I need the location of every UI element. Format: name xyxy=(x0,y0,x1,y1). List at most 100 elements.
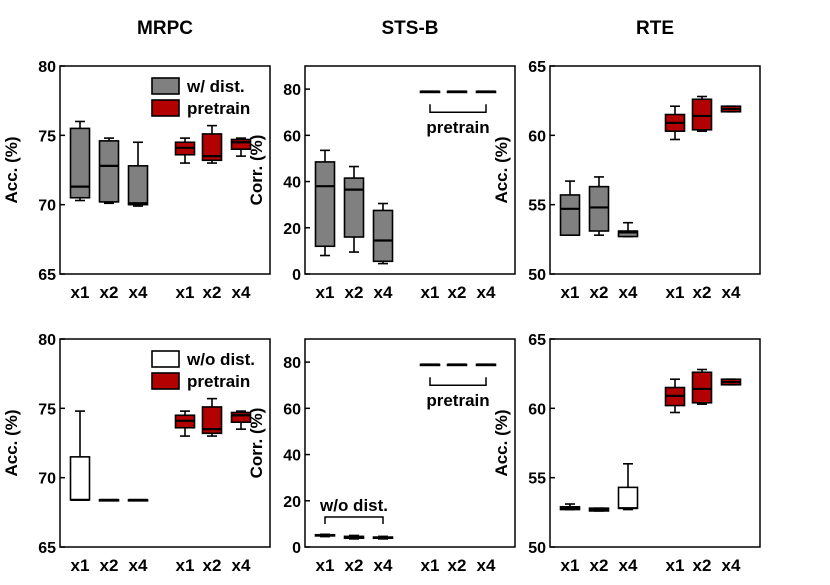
box-body xyxy=(559,194,581,236)
y-tick-label: 40 xyxy=(283,448,301,465)
plot-frame xyxy=(549,338,761,548)
legend-label: w/o dist. xyxy=(186,350,255,369)
legend-swatch-red xyxy=(151,99,180,117)
y-tick-label: 0 xyxy=(292,540,301,557)
y-tick-label: 60 xyxy=(283,401,301,418)
y-axis-label: Corr. (%) xyxy=(247,408,266,479)
x-tick-label: x1 xyxy=(71,283,90,302)
box-body xyxy=(127,165,149,206)
x-tick-label: x1 xyxy=(421,283,440,302)
y-tick-label: 55 xyxy=(528,198,546,215)
x-tick-label: x2 xyxy=(203,556,222,575)
y-tick-label: 75 xyxy=(38,128,56,145)
panel-title: RTE xyxy=(636,18,674,39)
legend-label: w/ dist. xyxy=(186,77,245,96)
x-tick-label: x1 xyxy=(421,556,440,575)
x-tick-label: x2 xyxy=(448,283,467,302)
legend-label: pretrain xyxy=(187,99,250,118)
y-tick-label: 80 xyxy=(283,82,301,99)
y-axis-label: Acc. (%) xyxy=(2,136,21,203)
plot-frame xyxy=(59,338,271,548)
x-tick-label: x2 xyxy=(693,556,712,575)
panel-1: MRPC Acc. (%) 65 70 75 80 x1 x2 x4 x1 x2 x4 w/ dist.… xyxy=(2,18,271,302)
box-body xyxy=(69,456,91,501)
y-axis-label: Acc. (%) xyxy=(492,136,511,203)
box-wodist-x2 xyxy=(588,507,610,512)
x-tick-label: x2 xyxy=(345,283,364,302)
box-wodist-x4 xyxy=(127,498,149,502)
x-tick-label: x1 xyxy=(561,283,580,302)
box-body xyxy=(691,98,713,131)
y-tick-label: 80 xyxy=(283,355,301,372)
box-pretrain-x1 xyxy=(419,363,441,367)
bracket-line xyxy=(429,377,487,386)
panel-title: STS-B xyxy=(382,18,439,39)
bracket: pretrain xyxy=(426,377,490,410)
x-tick-label: x1 xyxy=(561,556,580,575)
box-body xyxy=(691,371,713,404)
box-body xyxy=(314,161,336,248)
box-wodist-x1 xyxy=(69,410,91,501)
box-body xyxy=(98,140,120,203)
x-tick-label: x2 xyxy=(590,283,609,302)
y-tick-label: 65 xyxy=(38,267,56,284)
box-pretrain-x2 xyxy=(446,363,468,367)
bracket-label: w/o dist. xyxy=(319,496,388,515)
x-tick-label: x4 xyxy=(129,556,148,575)
box-body xyxy=(372,209,394,263)
box-pretrain-x2 xyxy=(201,397,223,437)
box-wdist-x4 xyxy=(127,141,149,207)
box-wdist-x4 xyxy=(617,221,639,238)
box-body xyxy=(343,177,365,238)
box-body xyxy=(230,411,252,424)
y-tick-label: 65 xyxy=(528,59,546,76)
box-wdist-x2 xyxy=(343,165,365,253)
box-wodist-x1 xyxy=(314,533,336,538)
box-pretrain-x1 xyxy=(664,378,686,414)
box-wdist-x1 xyxy=(69,120,91,202)
y-tick-label: 50 xyxy=(528,267,546,284)
bracket: pretrain xyxy=(426,104,490,137)
x-tick-label: x4 xyxy=(477,556,496,575)
box-pretrain-x1 xyxy=(174,410,196,437)
y-tick-label: 20 xyxy=(283,221,301,238)
legend: w/o dist. pretrain xyxy=(151,350,255,391)
x-tick-label: x1 xyxy=(666,556,685,575)
x-tick-label: x2 xyxy=(590,556,609,575)
legend: w/ dist. pretrain xyxy=(151,77,250,118)
x-tick-label: x2 xyxy=(203,283,222,302)
box-pretrain-x4 xyxy=(230,137,252,157)
y-tick-label: 65 xyxy=(38,540,56,557)
box-wodist-x1 xyxy=(559,503,581,511)
box-wodist-x4 xyxy=(617,462,639,511)
box-pretrain-x1 xyxy=(419,90,441,94)
box-body xyxy=(201,133,223,162)
bracket-label: pretrain xyxy=(426,391,489,410)
box-wodist-x2 xyxy=(98,498,120,502)
x-tick-label: x4 xyxy=(477,283,496,302)
box-wdist-x4 xyxy=(372,202,394,265)
box-pretrain-x2 xyxy=(201,124,223,164)
legend-swatch-red xyxy=(151,372,180,390)
x-tick-label: x4 xyxy=(374,556,393,575)
box-pretrain-x4 xyxy=(475,363,497,367)
legend-label: pretrain xyxy=(187,372,250,391)
panel-3: RTE Acc. (%) 50 55 60 65 x1 x2 x4 x1 x2 x4 xyxy=(492,18,761,302)
box-wodist-x2 xyxy=(343,534,365,540)
y-tick-label: 40 xyxy=(283,175,301,192)
box-pretrain-x2 xyxy=(446,90,468,94)
y-tick-label: 0 xyxy=(292,267,301,284)
y-axis-label: Acc. (%) xyxy=(2,409,21,476)
box-wdist-x1 xyxy=(559,180,581,236)
y-tick-label: 60 xyxy=(528,401,546,418)
box-pretrain-x2 xyxy=(691,95,713,132)
legend-swatch-gray xyxy=(151,77,180,95)
y-tick-label: 80 xyxy=(38,59,56,76)
box-pretrain-x2 xyxy=(691,368,713,405)
box-pretrain-x4 xyxy=(720,105,742,113)
x-tick-label: x1 xyxy=(316,556,335,575)
x-tick-label: x4 xyxy=(232,556,251,575)
box-body xyxy=(201,406,223,435)
box-pretrain-x1 xyxy=(174,137,196,164)
